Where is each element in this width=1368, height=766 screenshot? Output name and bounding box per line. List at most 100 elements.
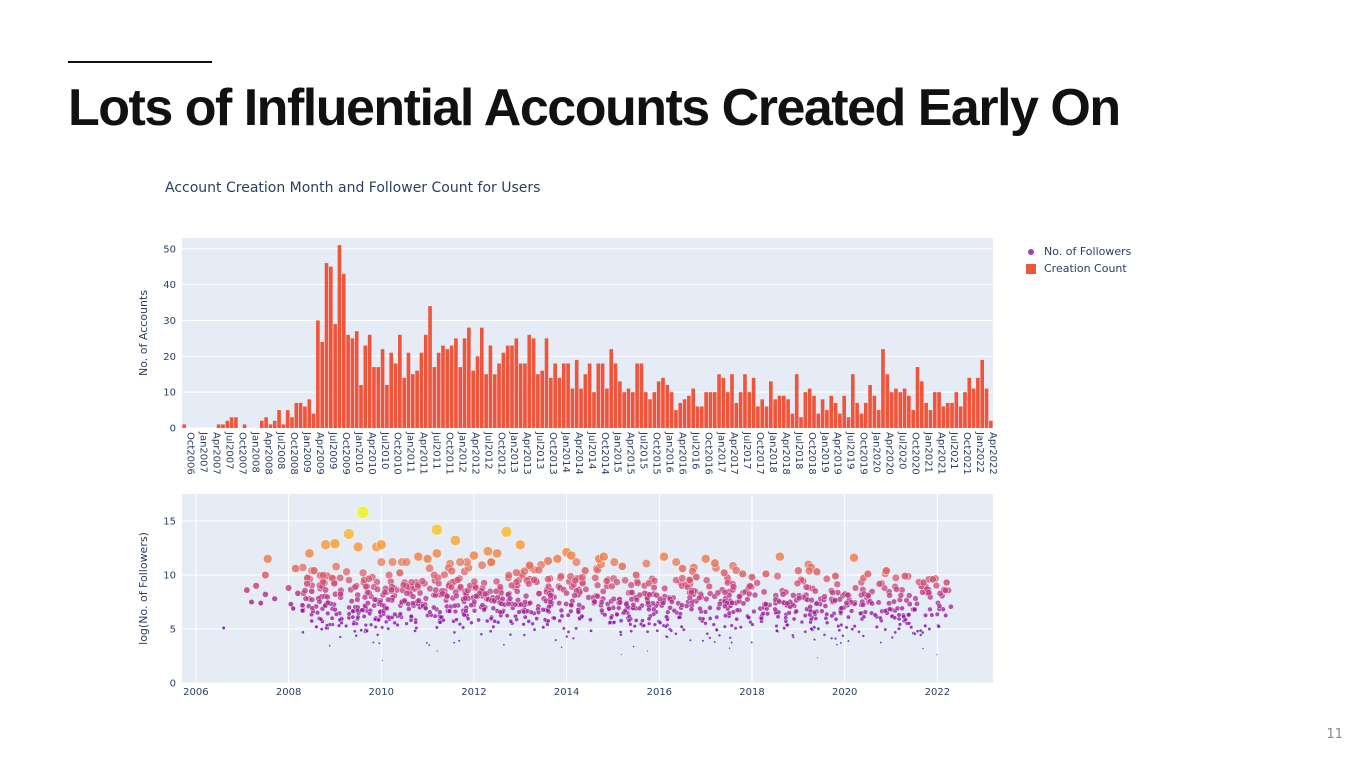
scatter-point (836, 624, 841, 629)
scatter-point (609, 557, 619, 567)
scatter-point (571, 592, 578, 599)
bar (242, 424, 247, 428)
scatter-point (775, 614, 781, 620)
scatter-point (422, 595, 429, 602)
bar (989, 420, 993, 428)
scatter-point (722, 603, 728, 609)
scatter-point (431, 548, 442, 559)
scatter-point (774, 628, 779, 633)
bar (518, 363, 523, 428)
scatter-point (457, 621, 463, 627)
scatter-point (746, 615, 752, 621)
scatter-point (688, 638, 692, 642)
scatter-point (862, 609, 868, 615)
scatter-point (760, 611, 766, 617)
scatter-point (406, 606, 412, 612)
bar (557, 377, 562, 428)
bar (648, 399, 652, 428)
bar (643, 392, 648, 428)
scatter-point (384, 605, 390, 612)
scatter-point (257, 600, 264, 607)
bar (833, 402, 838, 428)
bar (449, 345, 454, 428)
bar (514, 338, 519, 428)
bar (398, 334, 402, 428)
scatter-point (833, 637, 838, 641)
scatter-point (589, 629, 593, 633)
bar (462, 338, 467, 428)
scatter-point (426, 585, 434, 593)
bar (609, 349, 614, 428)
bar (497, 363, 501, 428)
scatter-point (823, 615, 829, 621)
bar-x-tick-label: Jan2021 (922, 431, 933, 473)
bar-x-tick-label: Oct2012 (495, 432, 506, 475)
bar (441, 345, 445, 428)
scatter-point (329, 538, 341, 549)
scatter-point (425, 563, 434, 573)
bar (329, 266, 333, 428)
scatter-x-tick-label: 2016 (647, 687, 672, 698)
scatter-point (485, 618, 490, 624)
bar (967, 377, 972, 428)
scatter-point (512, 568, 521, 577)
scatter-x-tick-label: 2022 (925, 687, 950, 698)
scatter-point (875, 580, 884, 588)
scatter-point (748, 573, 756, 582)
scatter-point (309, 605, 316, 611)
scatter-point (627, 581, 635, 589)
bar (553, 363, 557, 428)
scatter-point (852, 624, 857, 629)
scatter-point (934, 611, 940, 617)
scatter-point (674, 632, 678, 636)
scatter-point (883, 627, 888, 632)
scatter-point (471, 598, 478, 605)
scatter-point (714, 589, 722, 597)
scatter-point (721, 588, 729, 596)
scatter-point (389, 615, 395, 620)
scatter-point (515, 539, 526, 550)
scatter-point (936, 624, 941, 629)
scatter-point (243, 586, 251, 594)
scatter-point (906, 621, 912, 626)
bar-x-tick-label: Jul2009 (327, 431, 338, 470)
bar-x-tick-label: Jul2007 (223, 431, 234, 470)
scatter-point (512, 601, 519, 608)
scatter-point (850, 627, 855, 632)
scatter-x-tick-label: 2018 (739, 687, 764, 698)
scatter-point (703, 596, 710, 603)
bar (544, 338, 549, 428)
bar (285, 410, 290, 428)
chart-title: Account Creation Month and Follower Coun… (165, 180, 541, 196)
scatter-point (732, 566, 741, 575)
scatter-point (633, 596, 640, 603)
scatter-point (343, 528, 355, 540)
legend-item-followers[interactable]: No. of Followers (1018, 243, 1131, 260)
scatter-point (705, 632, 710, 636)
scatter-point (563, 589, 570, 597)
scatter-point (839, 641, 843, 645)
legend[interactable]: No. of Followers Creation Count (1018, 243, 1131, 277)
scatter-point (936, 590, 944, 597)
scatter-point (385, 596, 392, 603)
scatter-point (646, 616, 652, 622)
scatter-point (557, 618, 562, 624)
scatter-point (734, 616, 739, 622)
bar (721, 377, 726, 428)
scatter-point (401, 557, 411, 567)
scatter-point (541, 625, 546, 630)
scatter-point (783, 615, 789, 621)
bar (838, 413, 842, 428)
bar (454, 338, 458, 428)
scatter-point (355, 614, 361, 620)
scatter-point (869, 600, 875, 607)
bar (303, 406, 307, 428)
scatter-point (324, 626, 329, 630)
legend-item-creation-count[interactable]: Creation Count (1018, 260, 1131, 277)
bar (484, 374, 488, 428)
scatter-point (443, 592, 451, 600)
scatter-point (803, 629, 808, 634)
bar-y-axis-title: No. of Accounts (137, 290, 150, 376)
scatter-point (671, 608, 677, 614)
scatter-point (352, 541, 364, 553)
